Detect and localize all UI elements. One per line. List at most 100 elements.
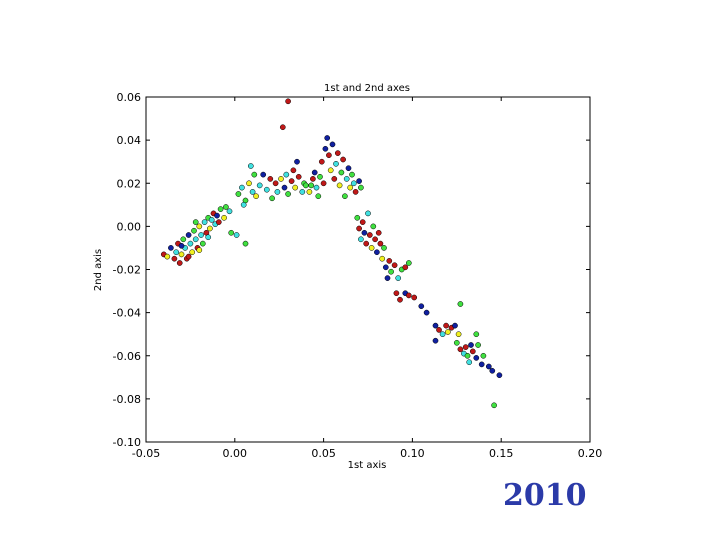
data-point <box>278 176 284 182</box>
data-point <box>359 219 366 225</box>
data-point <box>201 219 208 225</box>
data-point <box>242 240 249 247</box>
x-tick-label: 0.05 <box>311 447 336 460</box>
chart-title: 1st and 2nd axes <box>324 83 410 94</box>
data-point <box>342 193 348 200</box>
data-point <box>443 322 449 329</box>
data-point <box>173 249 180 256</box>
data-point <box>386 258 393 264</box>
data-point <box>285 191 291 197</box>
data-point <box>315 193 322 200</box>
data-point <box>436 327 442 333</box>
y-tick-label: 0.04 <box>117 134 142 147</box>
data-point <box>176 260 183 266</box>
data-point <box>215 219 222 225</box>
data-point <box>352 189 359 195</box>
data-point <box>196 223 203 230</box>
data-point <box>489 367 496 374</box>
y-tick-label: -0.10 <box>113 436 141 449</box>
data-point <box>299 189 306 195</box>
data-point <box>317 173 323 180</box>
data-point <box>393 290 400 297</box>
data-point <box>199 240 206 247</box>
data-point <box>370 223 377 230</box>
data-point <box>283 171 290 178</box>
data-point <box>402 264 409 271</box>
data-point <box>475 342 481 348</box>
data-point <box>223 204 229 210</box>
data-point <box>198 232 204 238</box>
data-point <box>267 176 274 182</box>
data-point <box>185 253 192 260</box>
data-point <box>457 301 464 307</box>
data-point <box>356 178 362 184</box>
data-points <box>160 98 503 409</box>
data-point <box>462 344 469 350</box>
data-point <box>445 329 451 335</box>
data-point <box>366 232 373 238</box>
data-point <box>251 171 258 178</box>
data-point <box>247 163 254 169</box>
data-point <box>322 145 329 152</box>
data-point <box>240 201 247 208</box>
data-point <box>395 275 402 281</box>
data-point <box>491 402 497 409</box>
data-point <box>464 352 471 359</box>
y-tick-label: 0.02 <box>117 177 142 190</box>
y-tick-label: 0.00 <box>117 220 142 233</box>
data-point <box>191 227 197 234</box>
data-point <box>340 156 346 163</box>
data-point <box>205 234 212 241</box>
data-point <box>439 331 446 338</box>
data-point <box>334 150 341 156</box>
data-point <box>320 180 327 187</box>
data-point <box>411 294 418 301</box>
y-tick-label: -0.02 <box>113 264 141 277</box>
data-point <box>365 210 371 217</box>
data-point <box>318 158 325 165</box>
data-point <box>368 245 375 251</box>
data-point <box>432 337 439 344</box>
data-point <box>496 372 503 379</box>
data-point <box>295 173 302 180</box>
x-axis-label: 1st axis <box>348 460 387 471</box>
data-point <box>388 268 394 275</box>
data-point <box>285 98 291 105</box>
data-point <box>187 240 194 247</box>
data-point <box>256 182 263 189</box>
y-tick-label: -0.04 <box>113 307 141 320</box>
data-point <box>308 182 315 189</box>
data-point <box>397 296 403 303</box>
data-point <box>192 219 199 225</box>
x-tick-label: -0.05 <box>132 447 160 460</box>
data-point <box>306 189 313 195</box>
data-point <box>178 242 185 249</box>
data-point <box>478 361 485 368</box>
data-point <box>354 214 361 221</box>
data-point <box>221 214 227 221</box>
data-point <box>253 193 259 200</box>
data-point <box>239 184 245 191</box>
data-point <box>381 245 387 251</box>
data-point <box>214 212 220 219</box>
data-point <box>196 247 203 253</box>
data-point <box>377 240 384 247</box>
data-point <box>379 255 386 262</box>
plot-frame <box>145 96 591 443</box>
data-point <box>350 180 357 187</box>
data-point <box>249 189 256 195</box>
data-point <box>327 167 334 174</box>
data-point <box>279 124 286 131</box>
x-tick-label: 0.15 <box>489 447 514 460</box>
data-point <box>217 206 224 212</box>
data-point <box>260 171 267 178</box>
data-point <box>343 176 350 182</box>
data-point <box>345 165 352 172</box>
data-point <box>168 245 174 251</box>
data-point <box>372 236 378 243</box>
data-point <box>313 184 320 191</box>
data-point <box>207 225 213 232</box>
data-point <box>473 355 480 361</box>
data-point <box>288 178 295 184</box>
data-point <box>235 191 242 197</box>
